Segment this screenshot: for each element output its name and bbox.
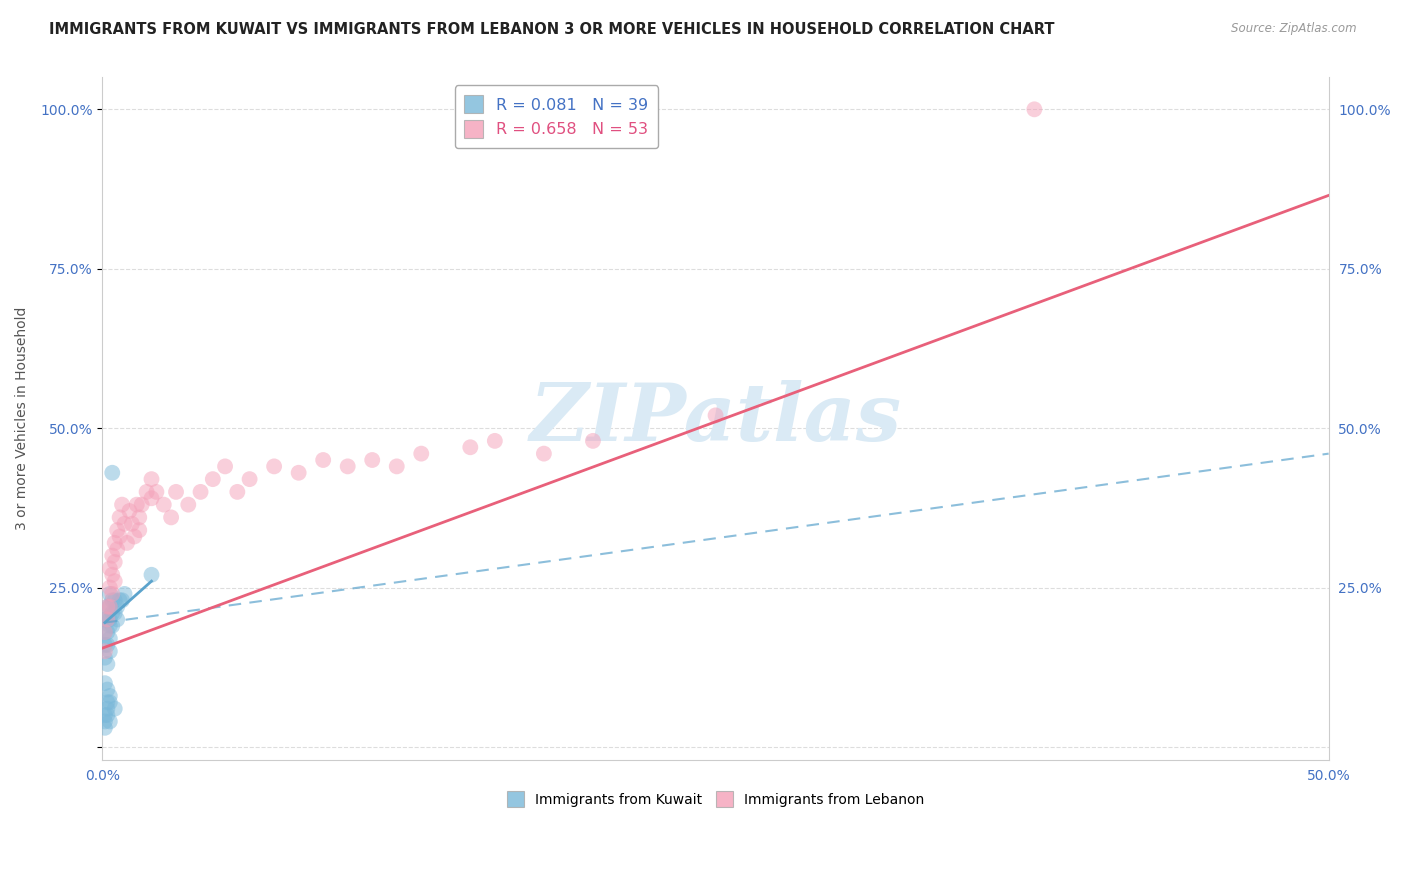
Point [105, 599, 128, 614]
Point [141, 567, 163, 582]
Point [111, 593, 134, 607]
Point [704, 409, 727, 423]
Point [94, 612, 117, 626]
Point [108, 593, 131, 607]
Point [98, 587, 121, 601]
Point [128, 510, 150, 524]
Point [131, 498, 153, 512]
Point [96, 708, 118, 723]
Point [263, 459, 285, 474]
Point [287, 466, 309, 480]
Point [101, 593, 124, 607]
Point [101, 567, 124, 582]
Point [108, 510, 131, 524]
Point [101, 619, 124, 633]
Point [96, 612, 118, 626]
Point [101, 606, 124, 620]
Point [533, 447, 555, 461]
Point [96, 599, 118, 614]
Point [94, 708, 117, 723]
Point [160, 510, 183, 524]
Point [214, 459, 236, 474]
Point [98, 689, 121, 703]
Point [145, 484, 167, 499]
Point [165, 484, 187, 499]
Point [108, 529, 131, 543]
Point [98, 599, 121, 614]
Point [105, 612, 128, 626]
Point [98, 714, 121, 729]
Point [101, 549, 124, 563]
Point [114, 516, 136, 531]
Text: ZIPatlas: ZIPatlas [530, 380, 901, 458]
Point [96, 612, 118, 626]
Point [411, 447, 433, 461]
Point [1024, 103, 1046, 117]
Point [96, 599, 118, 614]
Point [96, 657, 118, 671]
Point [98, 695, 121, 709]
Point [101, 466, 124, 480]
Point [128, 523, 150, 537]
Point [104, 555, 127, 569]
Point [239, 472, 262, 486]
Point [484, 434, 506, 448]
Point [118, 504, 141, 518]
Point [94, 638, 117, 652]
Point [96, 682, 118, 697]
Point [98, 619, 121, 633]
Point [111, 498, 134, 512]
Point [125, 498, 148, 512]
Point [104, 536, 127, 550]
Point [96, 701, 118, 715]
Point [190, 484, 212, 499]
Point [124, 529, 146, 543]
Point [105, 523, 128, 537]
Point [135, 484, 157, 499]
Point [101, 587, 124, 601]
Point [98, 561, 121, 575]
Point [98, 581, 121, 595]
Text: IMMIGRANTS FROM KUWAIT VS IMMIGRANTS FROM LEBANON 3 OR MORE VEHICLES IN HOUSEHOL: IMMIGRANTS FROM KUWAIT VS IMMIGRANTS FRO… [49, 22, 1054, 37]
Point [361, 453, 384, 467]
Point [98, 632, 121, 646]
Point [201, 472, 224, 486]
Point [115, 536, 138, 550]
Point [98, 612, 121, 626]
Point [114, 587, 136, 601]
Point [98, 644, 121, 658]
Y-axis label: 3 or more Vehicles in Household: 3 or more Vehicles in Household [15, 307, 30, 530]
Point [141, 491, 163, 506]
Point [336, 459, 359, 474]
Point [177, 498, 200, 512]
Point [104, 593, 127, 607]
Point [152, 498, 174, 512]
Point [226, 484, 249, 499]
Point [582, 434, 605, 448]
Point [94, 650, 117, 665]
Point [104, 701, 127, 715]
Point [104, 574, 127, 589]
Point [94, 625, 117, 640]
Point [121, 516, 143, 531]
Point [141, 472, 163, 486]
Point [105, 542, 128, 557]
Point [94, 625, 117, 640]
Point [94, 721, 117, 735]
Point [98, 599, 121, 614]
Point [94, 644, 117, 658]
Point [94, 676, 117, 690]
Point [385, 459, 408, 474]
Point [96, 695, 118, 709]
Point [104, 606, 127, 620]
Point [312, 453, 335, 467]
Point [460, 440, 482, 454]
Text: Source: ZipAtlas.com: Source: ZipAtlas.com [1232, 22, 1357, 36]
Point [94, 714, 117, 729]
Legend: Immigrants from Kuwait, Immigrants from Lebanon: Immigrants from Kuwait, Immigrants from … [501, 784, 931, 814]
Point [96, 625, 118, 640]
Point [96, 638, 118, 652]
